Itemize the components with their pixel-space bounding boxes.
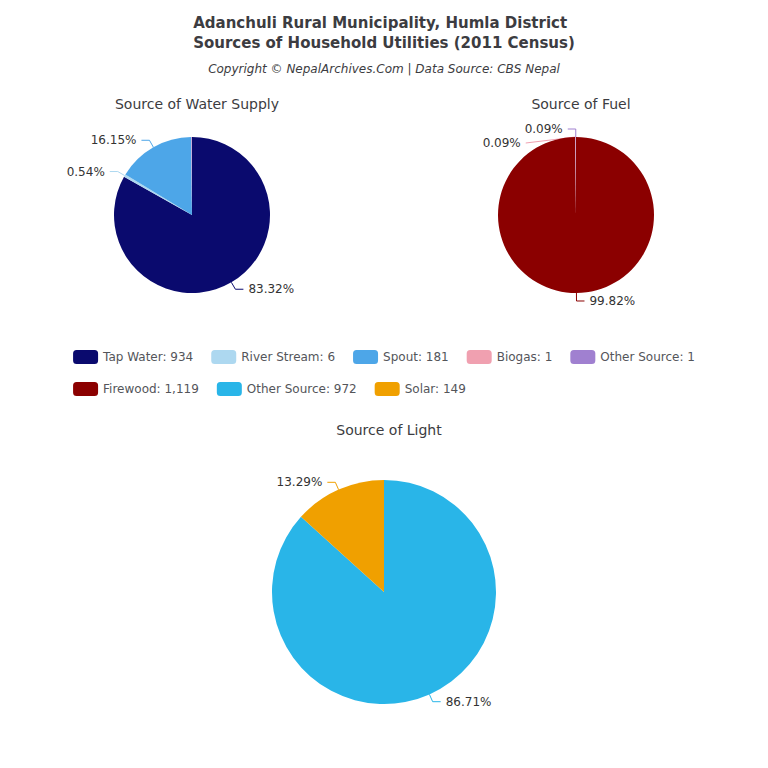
svg-text:Source of Fuel: Source of Fuel — [531, 96, 630, 112]
svg-text:0.09%: 0.09% — [525, 122, 563, 136]
svg-text:Tap Water: 934: Tap Water: 934 — [102, 350, 193, 364]
svg-text:Source of Water Supply: Source of Water Supply — [115, 96, 279, 112]
svg-text:86.71%: 86.71% — [446, 695, 492, 709]
svg-text:Source of Light: Source of Light — [336, 422, 442, 438]
svg-text:83.32%: 83.32% — [248, 282, 294, 296]
svg-text:River Stream: 6: River Stream: 6 — [241, 350, 335, 364]
svg-text:0.09%: 0.09% — [483, 136, 521, 150]
svg-text:Copyright © NepalArchives.Com: Copyright © NepalArchives.Com | Data Sou… — [208, 62, 560, 76]
svg-text:Other Source: 1: Other Source: 1 — [600, 350, 695, 364]
svg-text:16.15%: 16.15% — [91, 133, 137, 147]
svg-text:Spout: 181: Spout: 181 — [383, 350, 449, 364]
svg-text:Firewood: 1,119: Firewood: 1,119 — [103, 382, 199, 396]
svg-text:Biogas: 1: Biogas: 1 — [497, 350, 553, 364]
svg-text:Adanchuli Rural Municipality,: Adanchuli Rural Municipality, Humla Dist… — [193, 14, 567, 32]
svg-text:Other Source: 972: Other Source: 972 — [247, 382, 357, 396]
svg-text:Solar: 149: Solar: 149 — [405, 382, 466, 396]
svg-text:0.54%: 0.54% — [67, 165, 105, 179]
svg-text:13.29%: 13.29% — [277, 475, 323, 489]
svg-text:Sources of Household Utilities: Sources of Household Utilities (2011 Cen… — [193, 34, 575, 52]
svg-text:99.82%: 99.82% — [589, 294, 635, 308]
